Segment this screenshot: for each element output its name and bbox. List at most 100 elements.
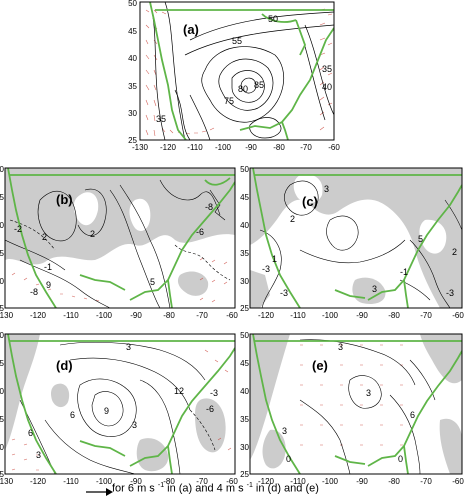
wind-vectors-d (11, 349, 232, 471)
contour-label: 9 (46, 280, 51, 290)
panel-a-frame (139, 1, 335, 141)
svg-text:-120: -120 (30, 311, 47, 320)
svg-text:-100: -100 (322, 311, 339, 320)
contour-label: -8 (205, 202, 213, 212)
y-axis-e: 50 45 40 35 30 25 (240, 331, 249, 479)
reference-vector-caption: for 6 m s -1 in (a) and 4 m s -1 in (d) … (112, 482, 319, 498)
svg-text:-70: -70 (420, 477, 432, 486)
unshaded-c (293, 174, 447, 254)
svg-text:-80: -80 (163, 311, 175, 320)
svg-text:-80: -80 (163, 477, 175, 486)
svg-text:50: 50 (240, 331, 249, 340)
svg-text:45: 45 (240, 359, 249, 368)
panel-c-label: (c) (302, 194, 318, 209)
y-axis-b: 50 45 40 35 30 25 (0, 165, 5, 313)
contour-label: 0 (286, 454, 291, 464)
contour-label: 6 (28, 428, 33, 438)
x-axis-c: -120 -110 -100 -90 -80 -70 -60 (258, 311, 464, 320)
contour-label: 5 (418, 234, 423, 244)
contour-label: -6 (196, 227, 204, 237)
svg-text:-80: -80 (388, 477, 400, 486)
x-axis-a: -130 -120 -110 -100 -90 -80 -70 -60 (132, 143, 340, 152)
x-axis-b: -130 -120 -110 -100 -90 -80 -70 -60 (0, 311, 238, 320)
contour-label: 35 (322, 64, 332, 74)
svg-text:-90: -90 (130, 477, 142, 486)
wind-vectors-b (11, 257, 228, 303)
shading-d (5, 334, 226, 472)
svg-text:50: 50 (0, 165, 5, 174)
panel-a-label: (a) (183, 22, 199, 37)
svg-text:-60: -60 (328, 143, 340, 152)
coastline-b (7, 168, 235, 308)
svg-text:45: 45 (240, 193, 249, 202)
svg-text:-60: -60 (452, 311, 464, 320)
svg-text:-90: -90 (130, 311, 142, 320)
coastline-d (7, 334, 235, 474)
svg-text:-110: -110 (187, 143, 203, 152)
svg-text:-70: -70 (196, 311, 208, 320)
caption-prefix: for 6 m s (112, 482, 155, 495)
panel-d: (d) 3 12 6 9 3 -6 -3 6 3 -130 -120 -110 … (0, 331, 238, 486)
svg-text:50: 50 (240, 165, 249, 174)
contours-d (19, 341, 216, 474)
contour-label: 2 (42, 232, 47, 242)
svg-text:25: 25 (240, 470, 249, 479)
svg-text:-80: -80 (388, 311, 400, 320)
contour-label: 6 (410, 410, 415, 420)
svg-text:-130: -130 (0, 311, 14, 320)
svg-text:45: 45 (128, 27, 137, 36)
svg-text:-120: -120 (258, 311, 275, 320)
contour-label: -1 (44, 262, 52, 272)
svg-text:40: 40 (128, 54, 137, 63)
coastline-e (252, 334, 462, 474)
contour-label: 85 (254, 80, 264, 90)
contour-label: 3 (372, 284, 377, 294)
x-axis-e: -120 -110 -100 -90 -80 -70 -60 (258, 477, 464, 486)
contour-label: 5 (150, 277, 155, 287)
contour-label: 55 (232, 36, 242, 46)
y-axis-c: 50 45 40 35 30 25 (240, 165, 249, 313)
svg-text:-60: -60 (452, 477, 464, 486)
svg-text:40: 40 (0, 221, 5, 230)
svg-text:-70: -70 (300, 143, 312, 152)
caption-suffix: in (d) and (e) (252, 482, 319, 495)
contour-label: 40 (322, 82, 332, 92)
coastline-c (252, 168, 462, 308)
svg-text:-60: -60 (226, 311, 238, 320)
contour-label: 0 (398, 454, 403, 464)
svg-text:-60: -60 (226, 477, 238, 486)
svg-text:-110: -110 (63, 477, 79, 486)
panel-d-frame (4, 333, 236, 475)
contour-label: 3 (132, 420, 137, 430)
caption-exponent-1: -1 (157, 482, 165, 489)
svg-text:30: 30 (240, 277, 249, 286)
unshaded-b (73, 192, 151, 232)
panel-b: (b) 2 -2 -1 2 -8 -6 -8 5 9 -130 -120 -11… (0, 165, 238, 320)
svg-text:-120: -120 (30, 477, 47, 486)
svg-text:-90: -90 (356, 477, 368, 486)
svg-text:-130: -130 (132, 143, 149, 152)
contour-label: 3 (366, 388, 371, 398)
contour-label: 75 (224, 96, 234, 106)
reference-vector-arrow-icon (86, 488, 113, 496)
contour-label: -3 (280, 288, 288, 298)
svg-text:-70: -70 (196, 477, 208, 486)
panel-c: (c) 3 2 1 -3 -1 5 2 -3 3 -3 -120 -110 -1… (240, 165, 464, 320)
contour-label: 2 (452, 247, 457, 257)
contour-label: 3 (282, 426, 287, 436)
contour-label: 3 (36, 450, 41, 460)
panel-e-label: (e) (312, 358, 328, 373)
svg-text:-110: -110 (290, 477, 306, 486)
svg-text:25: 25 (240, 304, 249, 313)
panel-c-frame (249, 167, 463, 309)
coastline-a (149, 2, 334, 140)
contour-label: 3 (126, 342, 131, 352)
panel-e: (e) 3 3 6 3 0 0 -120 -110 -100 -90 -80 -… (240, 331, 464, 486)
panel-d-label: (d) (56, 358, 73, 373)
svg-text:-110: -110 (290, 311, 306, 320)
contour-label: 2 (90, 229, 95, 239)
panel-b-frame (4, 167, 236, 309)
x-axis-d: -130 -120 -110 -100 -90 -80 -70 -60 (0, 477, 238, 486)
svg-text:-90: -90 (356, 311, 368, 320)
